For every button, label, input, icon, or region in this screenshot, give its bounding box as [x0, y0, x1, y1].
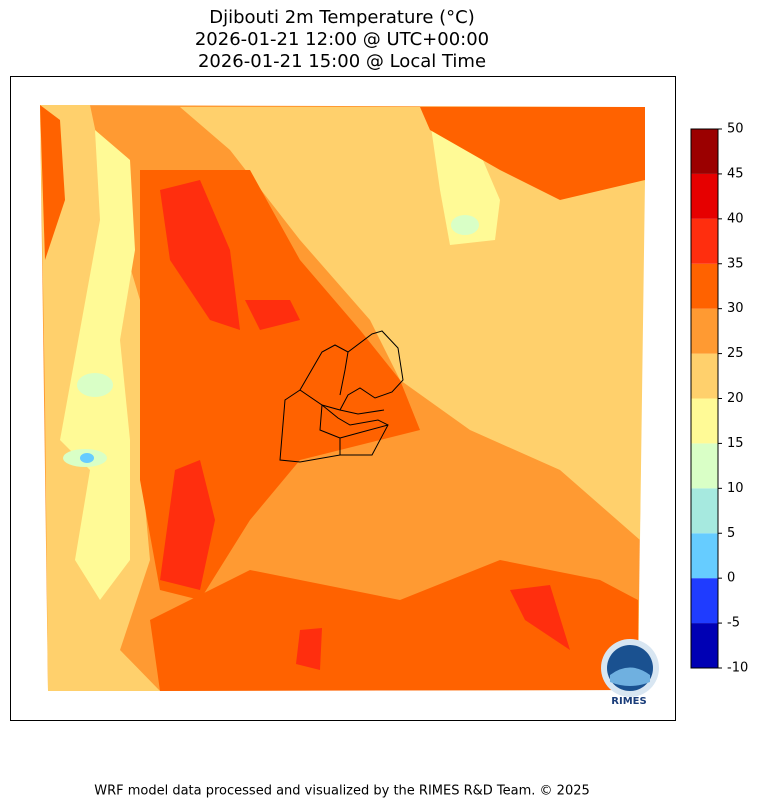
field [80, 453, 94, 463]
field [77, 373, 113, 397]
colorbar-bin [691, 308, 718, 354]
colorbar-bin [691, 218, 718, 264]
field [160, 460, 215, 590]
field [420, 107, 645, 200]
logo-text: RIMES [611, 696, 646, 707]
subtitle: 2026-01-21 12:00 @ UTC+00:00 [195, 29, 489, 50]
colorbar-bin [691, 443, 718, 489]
colorbar-bin [691, 129, 718, 174]
colorbar-tick-label: 45 [727, 166, 744, 181]
field [160, 180, 240, 330]
colorbar-bin [691, 263, 718, 309]
colorbar: -10 -5 0 5 10 15 20 25 30 35 40 45 50 [690, 122, 748, 676]
colorbar-bin [691, 488, 718, 534]
colorbar-tick-label: 40 [727, 211, 744, 226]
colorbar-tick-label: 35 [727, 256, 744, 271]
field [180, 107, 645, 540]
field [40, 105, 65, 260]
colorbar-bin [691, 173, 718, 219]
logo-wave [610, 667, 650, 686]
subtitle: 2026-01-21 15:00 @ Local Time [198, 51, 486, 72]
field [510, 585, 570, 650]
colorbar-tick-label: 20 [727, 391, 744, 406]
colorbar-tick-label: 50 [727, 122, 744, 137]
colorbar-bin [691, 533, 718, 579]
country-border [319, 404, 389, 455]
colorbar-tick-label: -5 [727, 616, 740, 631]
country-border [339, 409, 385, 415]
colorbar-tick-label: 30 [727, 301, 744, 316]
colorbar-tick-label: 10 [727, 481, 744, 496]
colorbar-bin [691, 398, 718, 444]
field [245, 300, 300, 330]
field [451, 215, 479, 235]
country-border [279, 389, 389, 463]
title: Djibouti 2m Temperature (°C) [209, 7, 475, 28]
field [296, 628, 322, 670]
colorbar-tick-label: -10 [727, 661, 748, 676]
field [60, 130, 135, 600]
map [40, 105, 645, 691]
colorbar-tick-label: 0 [727, 571, 735, 586]
footer: WRF model data processed and visualized … [94, 784, 590, 799]
colorbar-tick-label: 25 [727, 346, 744, 361]
country-border [299, 330, 404, 411]
colorbar-bin [691, 578, 718, 624]
country-border [339, 351, 349, 396]
colorbar-bin [691, 623, 718, 668]
colorbar-tick-label: 5 [727, 526, 735, 541]
colorbar-bin [691, 353, 718, 399]
colorbar-tick-label: 15 [727, 436, 744, 451]
field [430, 120, 500, 245]
logo: RIMES [601, 639, 659, 707]
